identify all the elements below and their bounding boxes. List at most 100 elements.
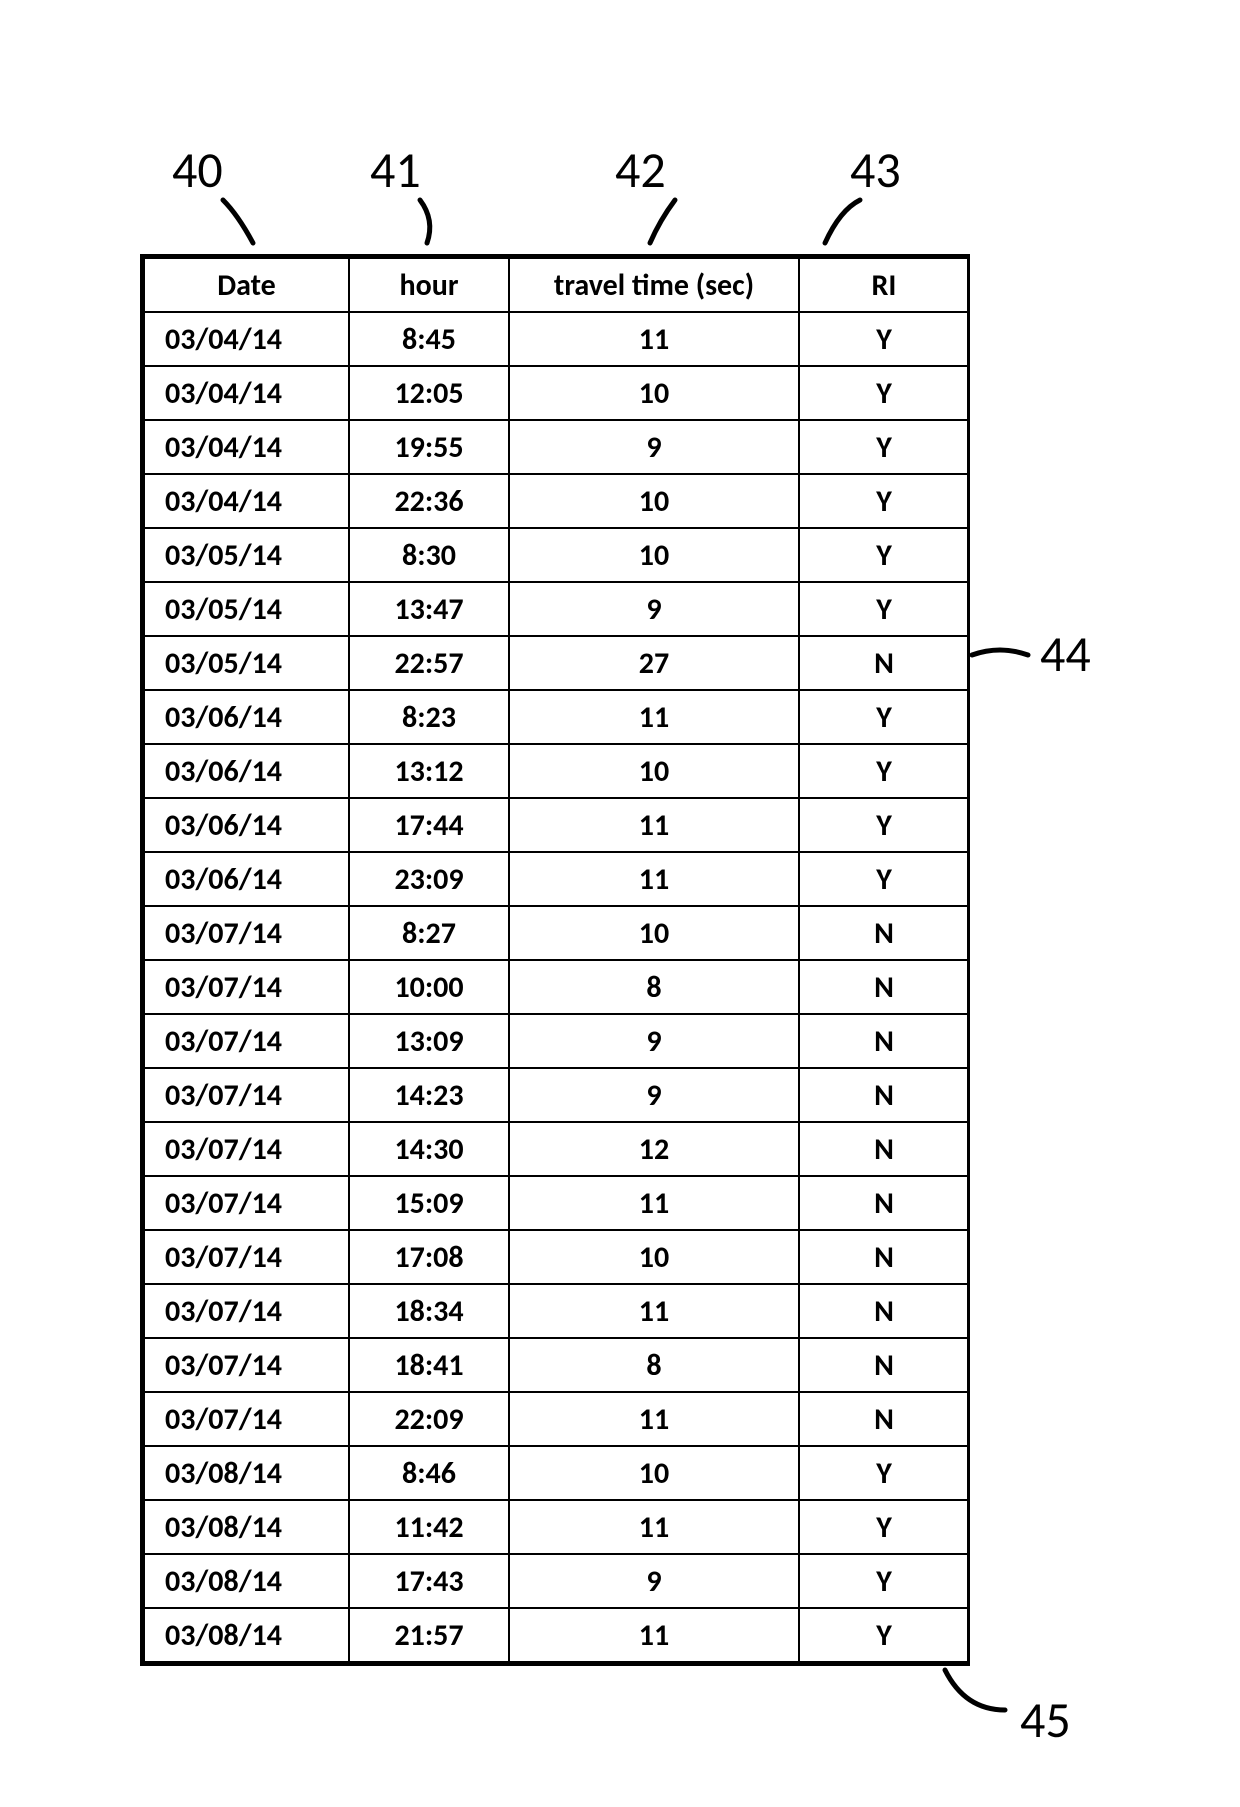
cell-hour: 14:30 xyxy=(349,1122,509,1176)
table-row: 03/04/1412:0510Y xyxy=(144,366,969,420)
cell-travel-time: 10 xyxy=(509,474,799,528)
cell-travel-time: 11 xyxy=(509,312,799,366)
cell-ri: Y xyxy=(799,474,969,528)
cell-date: 03/07/14 xyxy=(144,906,349,960)
cell-ri: Y xyxy=(799,1608,969,1662)
table-row: 03/08/1421:5711Y xyxy=(144,1608,969,1662)
cell-travel-time: 9 xyxy=(509,582,799,636)
cell-hour: 15:09 xyxy=(349,1176,509,1230)
table-row: 03/07/148:2710N xyxy=(144,906,969,960)
cell-travel-time: 12 xyxy=(509,1122,799,1176)
cell-travel-time: 10 xyxy=(509,366,799,420)
cell-ri: Y xyxy=(799,366,969,420)
callout-40: 40 xyxy=(172,140,223,201)
cell-date: 03/04/14 xyxy=(144,474,349,528)
table-row: 03/04/148:4511Y xyxy=(144,312,969,366)
cell-hour: 8:45 xyxy=(349,312,509,366)
callout-tick-42 xyxy=(640,195,700,250)
cell-travel-time: 11 xyxy=(509,1500,799,1554)
cell-travel-time: 8 xyxy=(509,1338,799,1392)
cell-ri: N xyxy=(799,906,969,960)
cell-ri: N xyxy=(799,960,969,1014)
callout-tick-40 xyxy=(218,195,278,250)
cell-date: 03/04/14 xyxy=(144,420,349,474)
cell-ri: N xyxy=(799,1122,969,1176)
header-date: Date xyxy=(144,258,349,312)
cell-hour: 10:00 xyxy=(349,960,509,1014)
table-row: 03/07/1414:239N xyxy=(144,1068,969,1122)
cell-travel-time: 9 xyxy=(509,1014,799,1068)
cell-hour: 17:44 xyxy=(349,798,509,852)
cell-date: 03/05/14 xyxy=(144,528,349,582)
cell-ri: Y xyxy=(799,1554,969,1608)
cell-travel-time: 11 xyxy=(509,798,799,852)
cell-travel-time: 9 xyxy=(509,1554,799,1608)
table-row: 03/08/148:4610Y xyxy=(144,1446,969,1500)
cell-hour: 8:30 xyxy=(349,528,509,582)
cell-hour: 17:08 xyxy=(349,1230,509,1284)
table-row: 03/06/1413:1210Y xyxy=(144,744,969,798)
table-row: 03/07/1422:0911N xyxy=(144,1392,969,1446)
cell-hour: 14:23 xyxy=(349,1068,509,1122)
cell-date: 03/08/14 xyxy=(144,1446,349,1500)
cell-date: 03/06/14 xyxy=(144,852,349,906)
callout-45: 45 xyxy=(1020,1690,1071,1751)
header-hour: hour xyxy=(349,258,509,312)
cell-ri: Y xyxy=(799,420,969,474)
cell-date: 03/05/14 xyxy=(144,582,349,636)
table-row: 03/07/1410:008N xyxy=(144,960,969,1014)
table-row: 03/07/1413:099N xyxy=(144,1014,969,1068)
table-row: 03/07/1414:3012N xyxy=(144,1122,969,1176)
data-table: Date hour travel time (sec) RI 03/04/148… xyxy=(143,257,970,1663)
cell-date: 03/04/14 xyxy=(144,366,349,420)
cell-ri: Y xyxy=(799,744,969,798)
cell-ri: Y xyxy=(799,582,969,636)
cell-hour: 13:47 xyxy=(349,582,509,636)
cell-hour: 8:27 xyxy=(349,906,509,960)
table-row: 03/08/1411:4211Y xyxy=(144,1500,969,1554)
callout-41: 41 xyxy=(370,140,421,201)
table-header-row: Date hour travel time (sec) RI xyxy=(144,258,969,312)
header-travel-time: travel time (sec) xyxy=(509,258,799,312)
callout-tick-41 xyxy=(415,195,475,250)
cell-travel-time: 9 xyxy=(509,1068,799,1122)
cell-hour: 22:36 xyxy=(349,474,509,528)
table-row: 03/07/1418:3411N xyxy=(144,1284,969,1338)
data-table-container: Date hour travel time (sec) RI 03/04/148… xyxy=(140,254,970,1666)
table-row: 03/04/1419:559Y xyxy=(144,420,969,474)
cell-date: 03/07/14 xyxy=(144,1068,349,1122)
table-row: 03/07/1415:0911N xyxy=(144,1176,969,1230)
header-ri: RI xyxy=(799,258,969,312)
callout-43: 43 xyxy=(850,140,901,201)
cell-date: 03/07/14 xyxy=(144,1230,349,1284)
cell-travel-time: 10 xyxy=(509,1230,799,1284)
cell-travel-time: 27 xyxy=(509,636,799,690)
cell-ri: N xyxy=(799,1176,969,1230)
cell-hour: 18:34 xyxy=(349,1284,509,1338)
cell-date: 03/08/14 xyxy=(144,1500,349,1554)
cell-ri: Y xyxy=(799,312,969,366)
cell-date: 03/06/14 xyxy=(144,798,349,852)
cell-travel-time: 10 xyxy=(509,906,799,960)
cell-hour: 22:09 xyxy=(349,1392,509,1446)
cell-hour: 22:57 xyxy=(349,636,509,690)
cell-date: 03/08/14 xyxy=(144,1554,349,1608)
cell-ri: Y xyxy=(799,1500,969,1554)
cell-date: 03/07/14 xyxy=(144,1122,349,1176)
table-body: 03/04/148:4511Y03/04/1412:0510Y03/04/141… xyxy=(144,312,969,1662)
cell-hour: 8:46 xyxy=(349,1446,509,1500)
cell-travel-time: 11 xyxy=(509,690,799,744)
cell-date: 03/06/14 xyxy=(144,744,349,798)
cell-ri: Y xyxy=(799,852,969,906)
cell-travel-time: 11 xyxy=(509,1176,799,1230)
table-row: 03/08/1417:439Y xyxy=(144,1554,969,1608)
table-row: 03/04/1422:3610Y xyxy=(144,474,969,528)
cell-travel-time: 8 xyxy=(509,960,799,1014)
callout-tick-44 xyxy=(970,640,1040,680)
cell-travel-time: 10 xyxy=(509,744,799,798)
cell-ri: N xyxy=(799,636,969,690)
cell-travel-time: 11 xyxy=(509,1284,799,1338)
table-row: 03/06/148:2311Y xyxy=(144,690,969,744)
cell-date: 03/07/14 xyxy=(144,1284,349,1338)
cell-ri: Y xyxy=(799,1446,969,1500)
